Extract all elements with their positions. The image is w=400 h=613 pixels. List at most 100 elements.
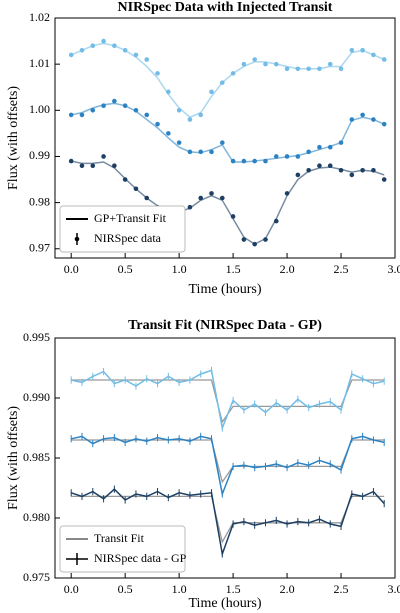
x-tick-label: 2.0 bbox=[280, 582, 295, 596]
data-point bbox=[317, 66, 322, 72]
data-point bbox=[122, 103, 128, 108]
data-point bbox=[90, 43, 96, 48]
data-point bbox=[284, 154, 290, 159]
data-point bbox=[209, 89, 214, 95]
data-point bbox=[317, 163, 322, 168]
data-point bbox=[327, 61, 333, 67]
data-point bbox=[220, 195, 225, 201]
data-point bbox=[327, 144, 333, 150]
data-point bbox=[122, 48, 128, 53]
data-point bbox=[273, 218, 279, 224]
x-tick-label: 1.0 bbox=[172, 262, 187, 276]
data-point bbox=[68, 52, 74, 58]
y-tick-label: 0.99 bbox=[29, 148, 50, 162]
data-point bbox=[144, 57, 150, 62]
x-tick-label: 3.0 bbox=[388, 262, 400, 276]
data-point bbox=[252, 57, 257, 62]
data-point bbox=[220, 140, 225, 145]
data-point bbox=[371, 52, 376, 58]
data-point bbox=[166, 89, 171, 95]
data-point bbox=[295, 66, 301, 72]
legend-dot bbox=[74, 236, 80, 242]
data-point bbox=[79, 112, 85, 118]
data-point bbox=[209, 149, 214, 155]
x-tick-label: 3.0 bbox=[388, 582, 400, 596]
data-point bbox=[220, 80, 225, 85]
data-point bbox=[381, 57, 387, 62]
fit-line bbox=[71, 495, 385, 544]
y-tick-label: 1.02 bbox=[29, 10, 50, 24]
data-point bbox=[230, 71, 236, 76]
data-point bbox=[349, 48, 355, 53]
data-point bbox=[90, 108, 96, 113]
data-point bbox=[284, 66, 290, 72]
chart-title: Transit Fit (NIRSpec Data - GP) bbox=[128, 318, 322, 333]
x-tick-label: 2.5 bbox=[334, 262, 349, 276]
x-tick-label: 1.5 bbox=[226, 582, 241, 596]
data-point bbox=[263, 158, 268, 164]
data-point bbox=[273, 154, 279, 159]
data-point bbox=[79, 48, 85, 53]
data-point bbox=[198, 149, 204, 155]
y-tick-label: 0.975 bbox=[23, 570, 50, 584]
data-point bbox=[273, 61, 279, 67]
fit-line bbox=[71, 439, 385, 484]
data-point bbox=[187, 117, 193, 122]
x-axis-title: Time (hours) bbox=[189, 282, 262, 297]
data-point bbox=[68, 158, 74, 164]
data-point bbox=[101, 154, 106, 159]
data-point bbox=[155, 121, 160, 127]
data-point bbox=[133, 108, 139, 113]
data-point bbox=[295, 154, 301, 159]
legend-label: NIRSpec data - GP bbox=[94, 551, 187, 565]
data-point bbox=[133, 52, 139, 58]
data-point bbox=[360, 112, 365, 118]
y-tick-label: 1.01 bbox=[29, 56, 50, 70]
y-axis-title: Flux (with offsets) bbox=[6, 406, 21, 510]
data-point bbox=[176, 140, 182, 145]
data-point bbox=[306, 66, 311, 72]
data-point bbox=[112, 163, 117, 168]
data-point bbox=[360, 168, 365, 173]
y-tick-label: 0.980 bbox=[23, 510, 50, 524]
data-point bbox=[327, 163, 333, 168]
data-point bbox=[209, 191, 214, 196]
data-point bbox=[198, 112, 204, 118]
x-axis-title: Time (hours) bbox=[189, 596, 262, 611]
x-tick-label: 1.5 bbox=[226, 262, 241, 276]
legend-box bbox=[59, 525, 186, 573]
data-point bbox=[306, 168, 311, 173]
data-line bbox=[70, 488, 385, 557]
x-tick-label: 2.0 bbox=[280, 262, 295, 276]
data-point bbox=[230, 214, 236, 219]
data-point bbox=[68, 112, 74, 118]
data-point bbox=[112, 98, 117, 104]
data-point bbox=[198, 195, 204, 201]
data-point bbox=[252, 241, 257, 247]
plot-frame bbox=[54, 17, 396, 259]
data-point bbox=[371, 168, 376, 173]
fit-line bbox=[71, 102, 385, 163]
data-point bbox=[155, 71, 160, 76]
y-tick-label: 0.990 bbox=[23, 390, 50, 404]
data-point bbox=[306, 149, 311, 155]
x-tick-label: 0.0 bbox=[64, 262, 79, 276]
data-point bbox=[101, 38, 106, 44]
data-point bbox=[338, 140, 344, 145]
data-point bbox=[101, 103, 106, 108]
data-point bbox=[338, 168, 344, 173]
data-point bbox=[144, 112, 150, 118]
y-tick-label: 0.985 bbox=[23, 450, 50, 464]
data-point bbox=[360, 48, 365, 53]
data-point bbox=[263, 237, 268, 242]
fit-line bbox=[71, 160, 385, 246]
x-tick-label: 0.5 bbox=[118, 262, 133, 276]
data-point bbox=[79, 163, 85, 168]
data-point bbox=[90, 163, 96, 168]
y-tick-label: 0.97 bbox=[29, 241, 50, 255]
data-point bbox=[252, 158, 257, 164]
data-point bbox=[230, 158, 236, 164]
y-tick-label: 1.00 bbox=[29, 102, 50, 116]
data-point bbox=[381, 177, 387, 182]
data-line bbox=[71, 435, 385, 497]
